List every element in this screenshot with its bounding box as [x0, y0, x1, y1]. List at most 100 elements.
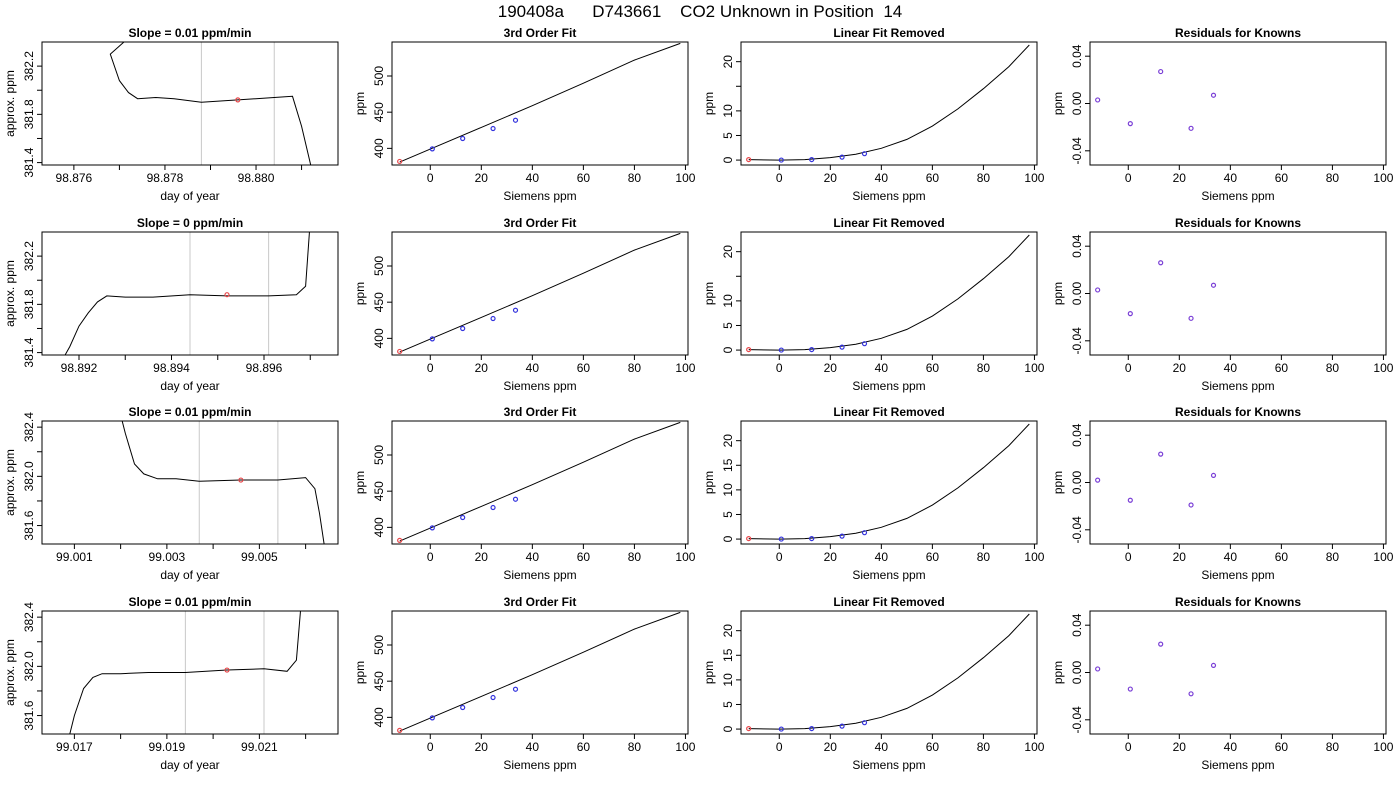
y-tick-label: 5 [721, 511, 735, 518]
y-tick-label: 0 [721, 725, 735, 732]
x-tick-label: 99.003 [149, 550, 186, 564]
x-tick-label: 100 [1373, 740, 1393, 754]
x-tick-label: 40 [875, 361, 889, 375]
x-axis-title: Siemens ppm [503, 758, 576, 772]
y-tick-label: 0.00 [1070, 660, 1084, 684]
x-tick-label: 80 [628, 550, 642, 564]
plot-frame [391, 610, 689, 735]
x-tick-label: 40 [526, 740, 540, 754]
x-tick-label: 0 [1125, 740, 1132, 754]
x-tick-label: 60 [1275, 740, 1289, 754]
y-tick-label: 20 [721, 434, 735, 448]
x-tick-label: 0 [776, 171, 783, 185]
x-tick-label: 20 [475, 171, 489, 185]
data-point [490, 125, 496, 132]
x-tick-label: 40 [526, 361, 540, 375]
x-tick-label: 98.878 [147, 171, 184, 185]
y-tick-label: 450 [372, 481, 386, 501]
data-point [460, 135, 466, 142]
data-point [1210, 472, 1217, 479]
y-axis-title: ppm [702, 661, 716, 684]
data-point [512, 686, 519, 692]
y-tick-label: 0 [721, 535, 735, 542]
data-point [1127, 121, 1133, 127]
x-tick-label: 98.894 [153, 361, 190, 375]
x-tick-label: 40 [875, 171, 889, 185]
x-tick-label: 100 [1024, 171, 1044, 185]
y-tick-label: 382.0 [22, 651, 36, 681]
y-tick-label: 381.6 [22, 700, 36, 730]
plot-frame [391, 41, 689, 166]
x-axis-title: day of year [160, 379, 219, 393]
x-tick-label: 80 [1326, 171, 1340, 185]
plot-frame [41, 420, 339, 545]
x-tick-label: 100 [675, 361, 695, 375]
data-point [397, 348, 403, 355]
chart-panel-r3-c0: Slope = 0.01 ppm/min 99.017 99.019 99.021 38… [3, 595, 339, 772]
data-point [512, 117, 519, 123]
panel-title: Slope = 0 ppm/min [137, 216, 243, 230]
data-point [746, 725, 752, 732]
x-axis-title: Siemens ppm [1201, 568, 1274, 582]
data-point [512, 496, 519, 502]
y-tick-label: 15 [721, 648, 735, 662]
plot-frame [740, 610, 1038, 735]
data-point [746, 156, 752, 163]
y-tick-label: -0.04 [1070, 706, 1084, 734]
chart-panel-r1-c3: Residuals for Knowns 0 20 40 60 80 100 -0.04 0.0… [1051, 216, 1394, 393]
x-tick-label: 40 [1224, 171, 1238, 185]
highlight-point [235, 97, 241, 103]
x-tick-label: 60 [926, 550, 940, 564]
data-point [861, 720, 868, 726]
data-series-line [109, 42, 312, 165]
x-tick-label: 40 [875, 550, 889, 564]
data-point [490, 694, 496, 701]
plot-frame [41, 41, 339, 166]
x-tick-label: 0 [427, 550, 434, 564]
chart-panel-r1-c1: 3rd Order Fit 0 20 40 60 80 100 400 450 500 Siemen… [353, 216, 696, 393]
x-tick-label: 60 [577, 740, 591, 754]
y-tick-label: 20 [721, 245, 735, 259]
x-axis-title: Siemens ppm [1201, 379, 1274, 393]
data-point [1188, 502, 1194, 508]
data-point [809, 156, 815, 163]
x-tick-label: 60 [926, 171, 940, 185]
chart-panel-r0-c2: Linear Fit Removed 0 20 40 60 80 100 0 5 10 20 Siem… [702, 26, 1045, 203]
x-axis-title: Siemens ppm [503, 568, 576, 582]
x-tick-label: 98.892 [61, 361, 98, 375]
y-tick-label: 10 [721, 483, 735, 497]
data-point [809, 725, 815, 732]
x-axis-title: day of year [160, 568, 219, 582]
data-point [1158, 641, 1164, 647]
data-point [397, 727, 403, 733]
y-tick-label: 5 [721, 322, 735, 329]
x-tick-label: 60 [1275, 550, 1289, 564]
x-tick-label: 60 [1275, 361, 1289, 375]
x-tick-label: 99.001 [56, 550, 93, 564]
y-tick-label: 10 [721, 294, 735, 308]
data-point [429, 146, 435, 152]
x-tick-label: 0 [776, 740, 783, 754]
panel-title: 3rd Order Fit [504, 26, 577, 40]
chart-panel-r1-c2: Linear Fit Removed 0 20 40 60 80 100 0 5 10 20 Siem… [702, 216, 1045, 393]
x-axis-title: day of year [160, 758, 219, 772]
data-point [429, 525, 435, 531]
x-tick-label: 40 [1224, 550, 1238, 564]
plot-frame [1089, 610, 1387, 735]
y-axis-title: ppm [702, 282, 716, 305]
y-axis-title: ppm [702, 471, 716, 494]
x-tick-label: 60 [577, 171, 591, 185]
data-series-line [69, 611, 301, 734]
x-axis-title: Siemens ppm [852, 758, 925, 772]
x-tick-label: 80 [977, 361, 991, 375]
y-tick-label: 5 [721, 701, 735, 708]
x-tick-label: 20 [824, 740, 838, 754]
data-point [1158, 451, 1164, 457]
plot-frame [41, 610, 339, 735]
x-tick-label: 0 [427, 740, 434, 754]
y-tick-label: 0 [721, 346, 735, 353]
panel-title: Linear Fit Removed [833, 26, 944, 40]
chart-panel-r3-c3: Residuals for Knowns 0 20 40 60 80 100 -0.04 0.0… [1051, 595, 1394, 772]
fit-curve [748, 234, 1030, 351]
